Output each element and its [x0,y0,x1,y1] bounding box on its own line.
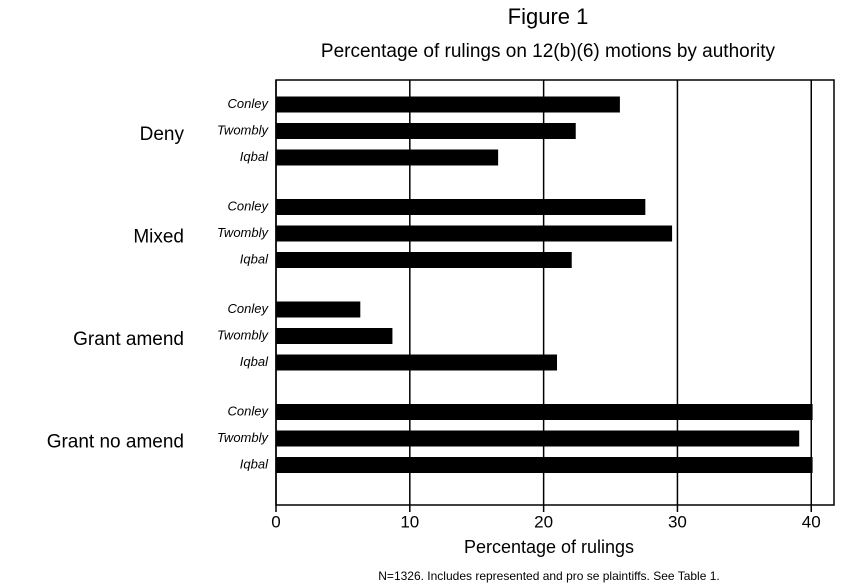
footnote: N=1326. Includes represented and pro se … [378,569,719,583]
bar [276,123,576,139]
x-tick-label: 30 [668,512,687,531]
series-label: Twombly [217,327,270,342]
bar [276,199,646,215]
series-label: Iqbal [240,354,269,369]
bar [276,457,813,473]
x-tick-label: 20 [534,512,553,531]
bar [276,225,673,242]
bar [276,252,572,268]
series-label: Twombly [217,430,270,445]
series-label: Iqbal [240,149,269,164]
category-label: Grant amend [73,329,184,350]
series-label: Conley [228,301,270,316]
series-label: Conley [228,403,270,418]
x-axis-label: Percentage of rulings [464,537,634,557]
bar [276,96,620,113]
bar [276,301,361,318]
bar [276,328,393,344]
x-tick-label: 10 [400,512,419,531]
series-label: Conley [228,96,270,111]
series-label: Iqbal [240,251,269,266]
chart-subtitle: Percentage of rulings on 12(b)(6) motion… [321,41,776,62]
x-tick-label: 0 [271,512,280,531]
series-label: Conley [228,198,270,213]
series-label: Twombly [217,122,270,137]
category-label: Deny [140,124,185,145]
bar [276,149,499,166]
series-label: Twombly [217,225,270,240]
bar [276,430,800,447]
x-tick-label: 40 [802,512,821,531]
series-label: Iqbal [240,456,269,471]
bar [276,404,813,420]
chart-title: Figure 1 [508,4,589,29]
bar [276,354,558,371]
category-label: Grant no amend [47,432,184,453]
category-label: Mixed [133,227,184,248]
